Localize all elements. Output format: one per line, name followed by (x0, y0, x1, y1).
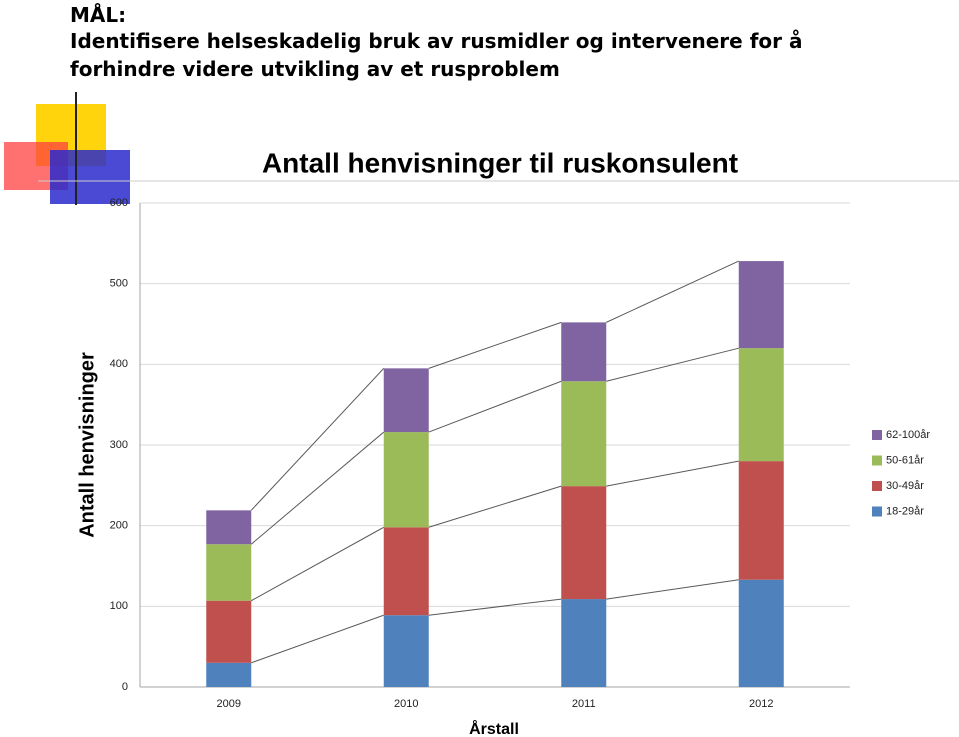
heading: MÅL: (70, 3, 126, 27)
bar-segment (206, 544, 252, 601)
bar-segment (206, 600, 252, 663)
x-tick-label: 2009 (217, 698, 241, 710)
x-axis-label: Årstall (469, 719, 519, 737)
bar-segment (206, 662, 252, 687)
series-line (606, 260, 739, 323)
bar-segment (561, 322, 607, 382)
series-line (606, 347, 739, 382)
x-tick-label: 2012 (749, 698, 773, 710)
y-tick-label: 400 (110, 358, 128, 370)
bar-segment (561, 486, 607, 600)
bar-segment (561, 381, 607, 487)
x-tick-label: 2011 (572, 698, 596, 710)
y-tick-label: 0 (122, 681, 128, 693)
bar-segment (383, 527, 429, 616)
legend-label: 62-100år (886, 429, 930, 441)
bar-segment (206, 510, 252, 545)
bar-segment (738, 461, 784, 580)
legend-swatch (872, 430, 882, 440)
ornament-blue (50, 150, 130, 204)
bar-segment (738, 261, 784, 349)
bar-segment (561, 599, 607, 687)
series-line (606, 460, 739, 487)
y-tick-label: 300 (110, 439, 128, 451)
legend-swatch (872, 455, 882, 466)
series-line (250, 368, 385, 511)
goal-line: Identifisere helseskadelig bruk av rusmi… (70, 29, 802, 53)
y-tick-label: 100 (110, 600, 128, 612)
series-line (251, 526, 384, 602)
ornament (4, 92, 959, 205)
bar-segment (383, 615, 429, 687)
series-line (428, 598, 562, 616)
legend-label: 50-61år (886, 454, 924, 466)
y-tick-label: 500 (110, 278, 128, 290)
bar-segment (383, 368, 429, 433)
x-tick-label: 2010 (394, 698, 418, 710)
legend-label: 18-29år (886, 505, 924, 517)
legend-swatch (872, 481, 882, 491)
chart-title: Antall henvisninger til ruskonsulent (262, 147, 738, 178)
y-axis-label: Antall henvisninger (76, 352, 98, 538)
y-tick-label: 600 (110, 197, 128, 209)
series-line (251, 614, 384, 664)
legend-label: 30-49år (886, 480, 924, 492)
series-line (428, 485, 562, 528)
series-line (606, 579, 739, 600)
bar-segment (383, 432, 429, 528)
goal-line: forhindre videre utvikling av et rusprob… (70, 57, 560, 81)
bar-segment (738, 348, 784, 462)
series-line (428, 380, 562, 433)
y-tick-label: 200 (110, 520, 128, 532)
series-line (428, 321, 562, 369)
bar-segment (738, 579, 784, 687)
series-line (250, 431, 385, 545)
legend-swatch (872, 506, 882, 517)
